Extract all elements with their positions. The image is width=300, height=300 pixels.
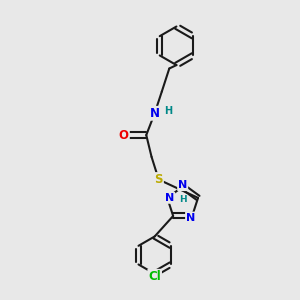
Text: N: N <box>150 107 160 120</box>
Text: H: H <box>179 195 187 204</box>
Text: O: O <box>119 129 129 142</box>
Text: N: N <box>178 180 187 190</box>
Text: S: S <box>154 173 163 186</box>
Text: N: N <box>186 212 195 223</box>
Text: N: N <box>165 193 174 203</box>
Text: Cl: Cl <box>148 270 161 283</box>
Text: H: H <box>164 106 172 116</box>
